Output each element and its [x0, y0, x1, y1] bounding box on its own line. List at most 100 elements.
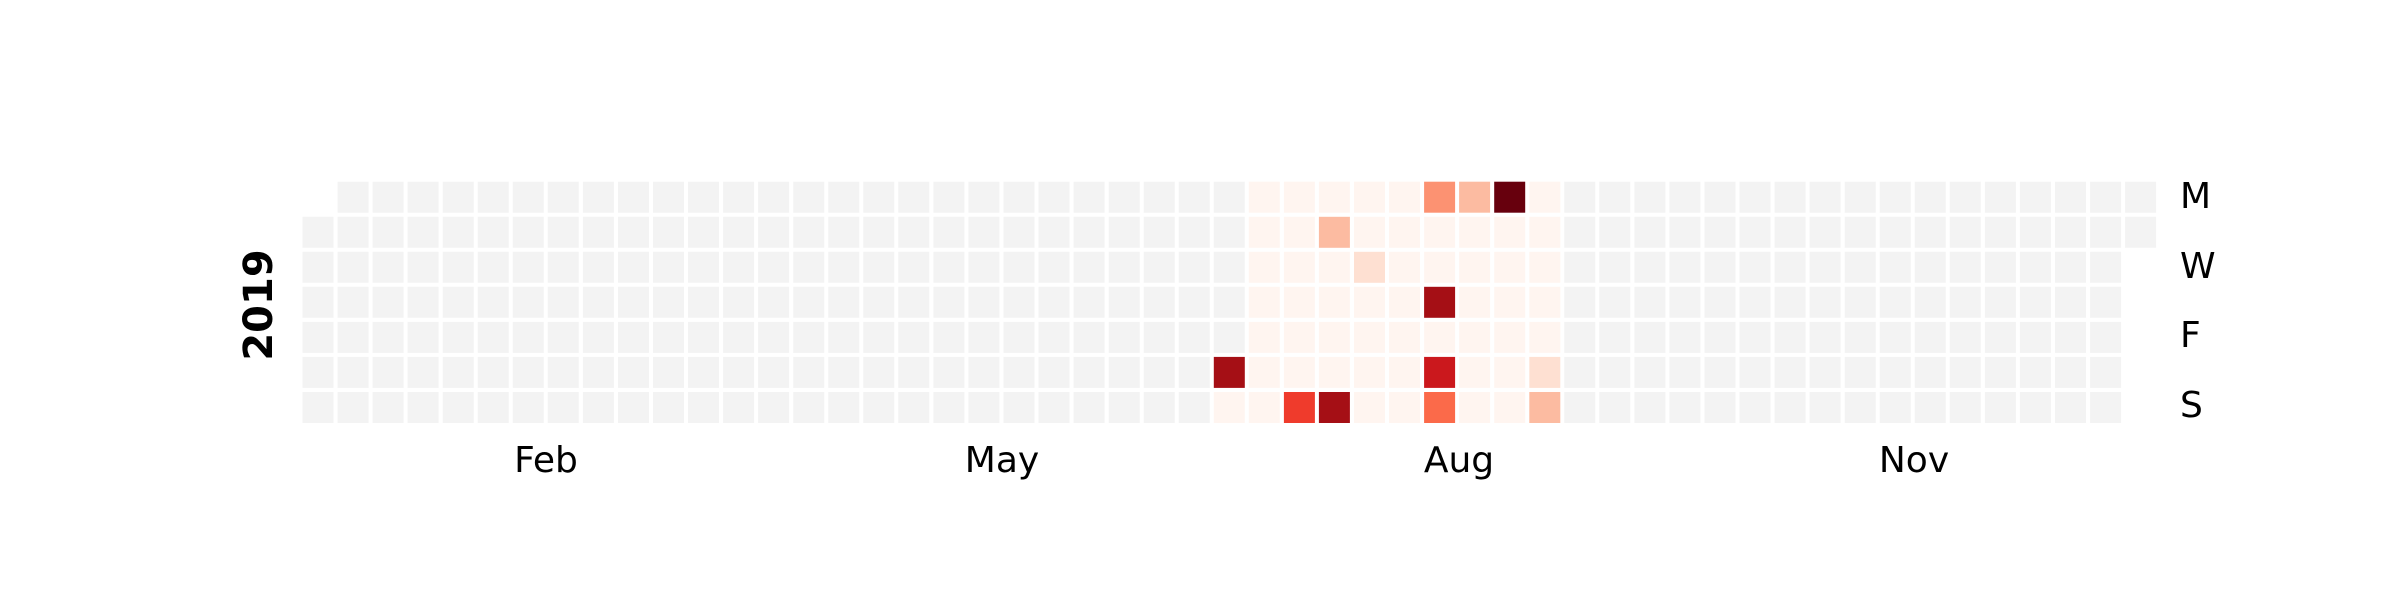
calendar-cell	[1669, 321, 1701, 353]
calendar-cell	[1354, 286, 1385, 318]
calendar-cell	[828, 216, 860, 248]
calendar-cell	[1494, 356, 1526, 388]
calendar-cell	[898, 321, 930, 353]
month-labels: Feb May Aug Nov	[514, 440, 1949, 481]
calendar-cell	[758, 286, 790, 318]
calendar-cell	[407, 356, 439, 388]
calendar-cell	[653, 286, 684, 318]
calendar-cell	[2019, 392, 2051, 423]
calendar-cell	[1739, 392, 1771, 423]
calendar-cell	[758, 321, 790, 353]
calendar-cell	[2055, 321, 2086, 353]
calendar-cell	[1318, 251, 1350, 283]
calendar-cell	[1494, 216, 1526, 248]
calendar-cell	[547, 181, 579, 213]
calendar-cell	[2090, 392, 2122, 423]
calendar-cell	[1564, 181, 1596, 213]
calendar-cell	[1879, 321, 1911, 353]
calendar-cell	[2055, 392, 2086, 423]
calendar-cell	[582, 181, 614, 213]
calendar-cell	[1809, 392, 1841, 423]
calendar-cell	[1178, 286, 1210, 318]
calendar-cell	[477, 251, 509, 283]
calendar-cell	[1318, 356, 1350, 388]
calendar-cell	[547, 321, 579, 353]
calendar-cell	[1564, 356, 1596, 388]
calendar-cell	[1809, 286, 1841, 318]
calendar-cell	[1879, 216, 1911, 248]
calendar-cell	[1564, 321, 1596, 353]
calendar-cell	[1283, 251, 1315, 283]
calendar-cell	[1774, 286, 1806, 318]
calendar-cell	[1354, 392, 1385, 423]
calendar-cell	[2019, 216, 2051, 248]
calendar-cell	[1108, 251, 1140, 283]
calendar-cell	[302, 321, 334, 353]
calendar-cell	[758, 216, 790, 248]
calendar-cell	[1774, 251, 1806, 283]
calendar-cell	[653, 356, 684, 388]
calendar-cell	[968, 356, 1000, 388]
calendar-cell	[1914, 216, 1946, 248]
calendar-cell	[582, 356, 614, 388]
calendar-cell	[1143, 392, 1175, 423]
calendar-cell	[1283, 216, 1315, 248]
calendar-cell	[1844, 286, 1876, 318]
calendar-cell	[618, 251, 649, 283]
calendar-cell	[1984, 356, 2016, 388]
calendar-cell	[1248, 321, 1280, 353]
month-label-aug: Aug	[1424, 440, 1494, 481]
calendar-cell	[2125, 181, 2157, 213]
calendar-cell	[1389, 392, 1420, 423]
calendar-cell	[1073, 251, 1105, 283]
calendar-cell	[1283, 356, 1315, 388]
calendar-cell	[1178, 321, 1210, 353]
calendar-cell	[1108, 356, 1140, 388]
calendar-cell	[1669, 181, 1701, 213]
calendar-cell	[1038, 251, 1070, 283]
calendar-cell	[407, 286, 439, 318]
calendar-cell	[933, 216, 965, 248]
calendar-cell	[1494, 251, 1526, 283]
calendar-cell	[1774, 216, 1806, 248]
calendar-cell	[547, 356, 579, 388]
calendar-cell	[1424, 181, 1456, 213]
calendar-cell	[1389, 286, 1420, 318]
calendar-cell	[793, 251, 825, 283]
calendar-cell	[618, 216, 649, 248]
calendar-cell	[1599, 216, 1631, 248]
calendar-cell	[758, 251, 790, 283]
calendar-cell	[1248, 216, 1280, 248]
calendar-cell	[372, 216, 404, 248]
calendar-cell	[1354, 321, 1385, 353]
calendar-cell	[1669, 392, 1701, 423]
calendar-cell	[1634, 321, 1666, 353]
calendar-cell	[2090, 181, 2122, 213]
calendar-cell	[863, 321, 895, 353]
calendar-cell	[302, 392, 334, 423]
calendar-cell	[407, 251, 439, 283]
calendar-cell	[1459, 251, 1491, 283]
calendar-cell	[1003, 356, 1035, 388]
calendar-cell	[828, 356, 860, 388]
calendar-cell	[1599, 251, 1631, 283]
calendar-cell	[442, 392, 474, 423]
calendar-cell	[898, 286, 930, 318]
calendar-cell	[337, 356, 369, 388]
calendar-cell	[828, 392, 860, 423]
calendar-cell	[512, 321, 544, 353]
calendar-cell	[1178, 392, 1210, 423]
calendar-cell	[1283, 392, 1315, 423]
calendar-cell	[1143, 251, 1175, 283]
calendar-cell	[547, 216, 579, 248]
calendar-cell	[863, 356, 895, 388]
calendar-cell	[898, 392, 930, 423]
calendar-cell	[1914, 286, 1946, 318]
calendar-cell	[1704, 181, 1736, 213]
calendar-cell	[1634, 181, 1666, 213]
calendar-cell	[2019, 251, 2051, 283]
calendar-cell	[477, 286, 509, 318]
calendar-cell	[442, 321, 474, 353]
calendar-cell	[1599, 181, 1631, 213]
